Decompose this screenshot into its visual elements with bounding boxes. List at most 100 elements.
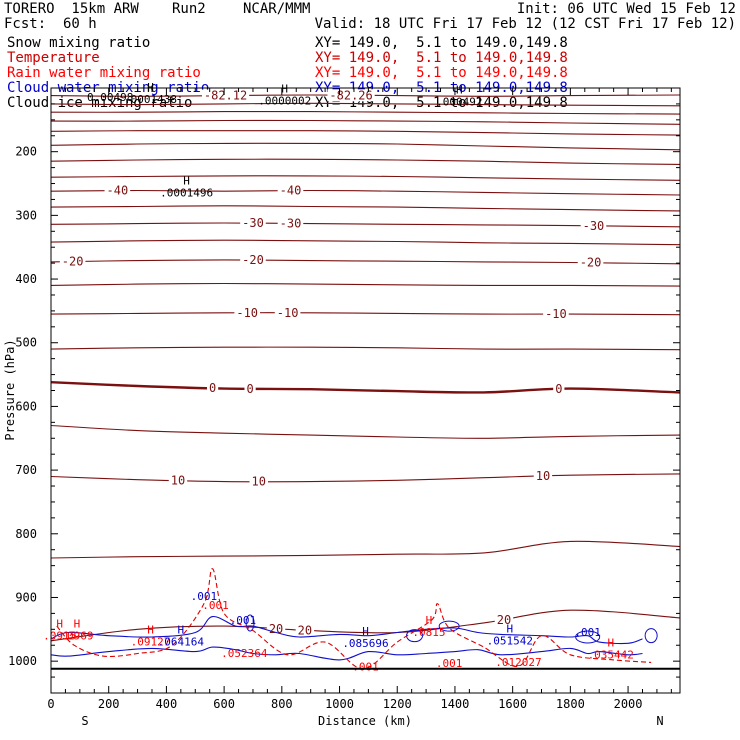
isotherm-label-bg: [533, 470, 553, 483]
isotherm-label-bg: [168, 474, 188, 487]
isotherm-label-bg: [240, 217, 266, 230]
isotherm-label-bg: [249, 475, 268, 488]
isotherm-label: -10: [236, 306, 258, 320]
max-value: 0.00498: [87, 91, 133, 104]
max-value: .0001496: [160, 187, 213, 200]
y-tick-label: 700: [15, 463, 37, 477]
isotherm-label-bg: [240, 254, 266, 267]
x-tick-label: 1600: [498, 697, 527, 711]
legend-field-name: Temperature: [7, 50, 100, 66]
y-tick-label: 600: [15, 399, 37, 413]
max-value: .051542: [487, 634, 533, 647]
isotherm-line: [51, 424, 680, 439]
x-axis-title: Distance (km): [318, 714, 412, 728]
isotherm-label-bg: [234, 306, 261, 319]
isotherm-label: -20: [580, 256, 602, 270]
isotherm-label-bg: [206, 382, 219, 395]
max-marker: H: [506, 622, 513, 635]
max-value: .000492: [436, 96, 482, 109]
x-tick-label: 1200: [383, 697, 412, 711]
max-value: .085696: [342, 637, 388, 650]
max-marker: H: [178, 624, 185, 637]
max-value: .0001438: [124, 93, 177, 106]
x-tick-label: 800: [271, 697, 293, 711]
isotherm-label: -82.26: [329, 88, 372, 102]
isotherm-line: [51, 205, 680, 212]
valid-time: Valid: 18 UTC Fri 17 Feb 12 (12 CST Fri …: [314, 16, 736, 32]
isotherm-group: -82.12 -82.26 -40 -40 -30 -30 -30 -20 -20 -20 -10 -…: [51, 88, 680, 642]
isotherm-label-bg: [494, 613, 514, 626]
isotherm-label: -10: [277, 306, 299, 320]
init-time: Init: 06 UTC Wed 15 Feb 12: [516, 1, 736, 17]
rain-water-group: [56, 568, 652, 670]
isotherm-line: [51, 346, 680, 351]
isotherm-label-bg: [274, 306, 301, 319]
isotherm-line: [51, 282, 680, 287]
isotherm-line: [51, 189, 680, 196]
isotherm-line: [51, 381, 680, 394]
isotherm-label: 20: [269, 622, 283, 636]
y-tick-label: 1000: [8, 654, 37, 668]
contour-label: .001: [191, 590, 218, 603]
legend-field-xy: XY= 149.0, 5.1 to 149.0,149.8: [315, 65, 568, 81]
isotherm-line: [51, 609, 680, 642]
rain-water-contour: [56, 568, 652, 670]
legend-field-name: Rain water mixing ratio: [7, 65, 201, 81]
max-value: .0969: [60, 629, 93, 642]
isotherm-label-bg: [577, 256, 604, 269]
x-tick-label: 1800: [556, 697, 585, 711]
isotherm-label-bg: [59, 255, 86, 268]
y-axis-title: Pressure (hPa): [3, 339, 17, 440]
isotherm-label-bg: [244, 382, 256, 395]
cloud-water-cell: [438, 620, 460, 632]
x-tick-label: 400: [156, 697, 178, 711]
x-tick-label: 2000: [614, 697, 643, 711]
y-tick-label: 400: [15, 272, 37, 286]
isotherm-label-bg: [201, 89, 250, 102]
max-marker: H: [56, 617, 63, 630]
isotherm-line: [51, 239, 680, 246]
model-title: TORERO 15km ARW: [4, 1, 139, 17]
org-label: NCAR/MMM: [243, 1, 311, 17]
isotherm-line: [51, 119, 680, 125]
isotherm-label: 0: [246, 382, 253, 396]
contour-label: .001: [202, 599, 229, 612]
cloud-water-group: [51, 614, 658, 661]
isotherm-line: [51, 130, 680, 136]
run-label: Run2: [172, 1, 206, 17]
cloud-water-cell: [245, 614, 255, 632]
max-value: .09127: [131, 636, 171, 649]
contour-label: .001: [230, 614, 257, 627]
isotherm-label: -30: [280, 216, 302, 230]
max-marker: H: [183, 175, 190, 188]
forecast-hour: Fcst: 60 h: [4, 16, 97, 32]
legend-field-xy: XY= 149.0, 5.1 to 149.0,149.8: [315, 35, 568, 51]
x-tick-label: 200: [98, 697, 120, 711]
isotherm-label: -10: [545, 307, 567, 321]
isotherm-label: 20: [497, 613, 511, 627]
x-tick-label: 1000: [325, 697, 354, 711]
cloud-water-cell: [575, 630, 601, 644]
isotherm-label-bg: [295, 624, 315, 637]
isotherm-line: [51, 175, 680, 181]
isotherm-label-bg: [277, 217, 304, 230]
cloud-water-contour: [51, 616, 643, 645]
max-value: .035442: [588, 648, 634, 661]
isotherm-line: [51, 102, 680, 107]
max-marker: H: [281, 82, 288, 95]
isotherm-label: 10: [252, 475, 266, 489]
isotherm-line: [51, 222, 680, 228]
x-tick-label: 0: [47, 697, 54, 711]
isotherm-label: -40: [280, 184, 302, 198]
y-tick-label: 300: [15, 208, 37, 222]
isotherm-line: [51, 110, 680, 115]
cloud-water-contour: [51, 646, 643, 661]
y-tick-label: 900: [15, 590, 37, 604]
isotherm-line: [51, 540, 680, 559]
legend-field-xy: XY= 149.0, 5.1 to 149.0,149.8: [315, 95, 568, 111]
contour-label: .001: [574, 626, 601, 639]
isotherm-label-bg: [553, 383, 565, 396]
isotherm-line: [51, 158, 680, 165]
legend-field-xy: XY= 149.0, 5.1 to 149.0,149.8: [315, 50, 568, 66]
